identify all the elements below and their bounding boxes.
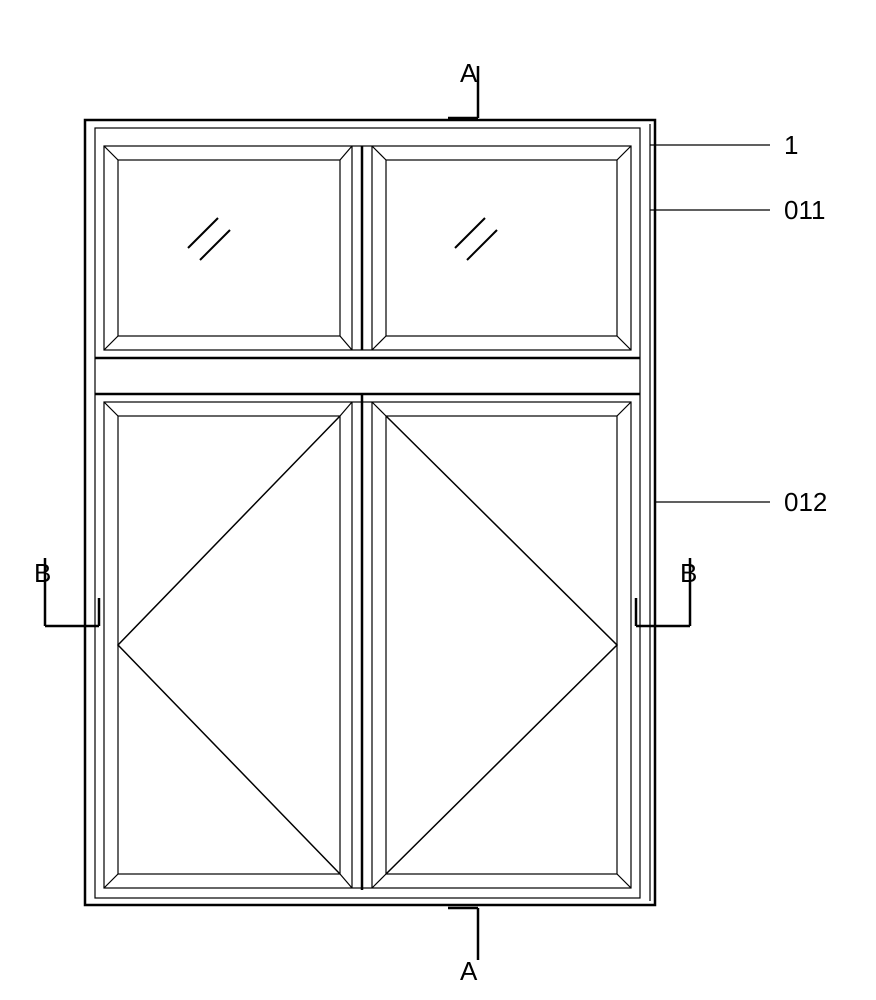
section-label-a-bottom: A — [460, 956, 477, 987]
ref-label-1: 1 — [784, 130, 798, 161]
ref-label-011: 011 — [784, 195, 825, 226]
section-label-a-top: A — [460, 58, 477, 89]
ref-label-012: 012 — [784, 487, 827, 518]
section-label-b-right: B — [680, 558, 697, 589]
section-label-b-left: B — [34, 558, 51, 589]
diagram-canvas — [0, 0, 876, 1000]
